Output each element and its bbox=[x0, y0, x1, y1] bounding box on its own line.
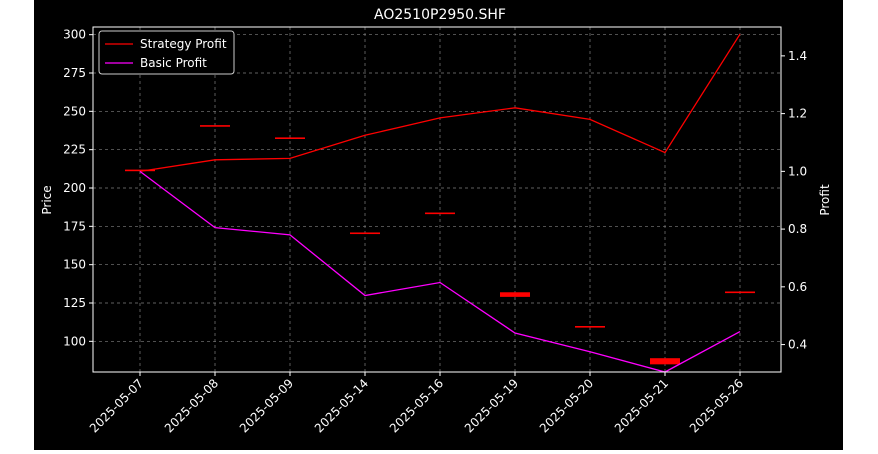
x-tick-label: 2025-05-20 bbox=[537, 376, 596, 435]
profit-lines bbox=[139, 33, 741, 373]
y-tick-label-left: 100 bbox=[63, 334, 86, 348]
y-tick-label-left: 250 bbox=[63, 104, 86, 118]
price-candle bbox=[575, 326, 605, 328]
x-tick-label: 2025-05-08 bbox=[162, 376, 221, 435]
price-candle bbox=[350, 232, 380, 235]
price-candle bbox=[425, 212, 455, 215]
y-tick-label-left: 125 bbox=[63, 296, 86, 310]
y-tick-label-right: 0.8 bbox=[788, 222, 807, 236]
y-tick-label-left: 200 bbox=[63, 181, 86, 195]
y-tick-label-left: 150 bbox=[63, 258, 86, 272]
y-tick-label-right: 1.2 bbox=[788, 107, 807, 121]
y-axis-label-left: Price bbox=[40, 185, 54, 214]
y-tick-label-left: 225 bbox=[63, 143, 86, 157]
y-tick-label-right: 1.0 bbox=[788, 164, 807, 178]
price-candle bbox=[200, 125, 230, 127]
y-axis-label-right: Profit bbox=[818, 184, 832, 216]
x-tick-label: 2025-05-07 bbox=[87, 376, 146, 435]
right-y-axis: 0.4 0.6 0.8 1.0 1.2 1.4 bbox=[781, 49, 807, 352]
price-candle bbox=[725, 291, 755, 294]
y-tick-label-right: 1.4 bbox=[788, 49, 807, 63]
price-candle bbox=[650, 358, 680, 365]
chart-svg: AO2510P2950.SHF 100 125 150 175 200 225 250 275… bbox=[40, 7, 832, 435]
price-candle bbox=[275, 137, 305, 139]
left-y-axis: 100 125 150 175 200 225 250 275 300 bbox=[63, 28, 93, 348]
legend-label-basic-profit: Basic Profit bbox=[140, 56, 207, 70]
legend-label-strategy-profit: Strategy Profit bbox=[140, 37, 227, 51]
basic-profit-line bbox=[139, 170, 741, 373]
x-tick-label: 2025-05-26 bbox=[687, 376, 746, 435]
y-tick-label-right: 0.4 bbox=[788, 338, 807, 352]
x-tick-label: 2025-05-21 bbox=[612, 376, 671, 435]
x-axis: 2025-05-07 2025-05-08 2025-05-09 2025-05-14… bbox=[87, 372, 746, 435]
x-tick-label: 2025-05-16 bbox=[387, 376, 446, 435]
grid-lines bbox=[93, 27, 781, 372]
chart-figure: AO2510P2950.SHF 100 125 150 175 200 225 250 275… bbox=[34, 0, 843, 450]
y-tick-label-left: 175 bbox=[63, 219, 86, 233]
y-tick-label-right: 0.6 bbox=[788, 280, 807, 294]
chart-title: AO2510P2950.SHF bbox=[374, 7, 506, 23]
legend: Strategy Profit Basic Profit bbox=[98, 30, 235, 75]
strategy-profit-line bbox=[139, 33, 741, 173]
price-candle bbox=[500, 292, 530, 297]
y-tick-label-left: 300 bbox=[63, 28, 86, 42]
x-tick-label: 2025-05-14 bbox=[312, 376, 371, 435]
price-candles bbox=[125, 125, 755, 365]
x-tick-label: 2025-05-19 bbox=[462, 376, 521, 435]
y-tick-label-left: 275 bbox=[63, 66, 86, 80]
price-candle bbox=[125, 169, 155, 172]
plot-frame bbox=[92, 26, 782, 373]
x-tick-label: 2025-05-09 bbox=[237, 376, 296, 435]
